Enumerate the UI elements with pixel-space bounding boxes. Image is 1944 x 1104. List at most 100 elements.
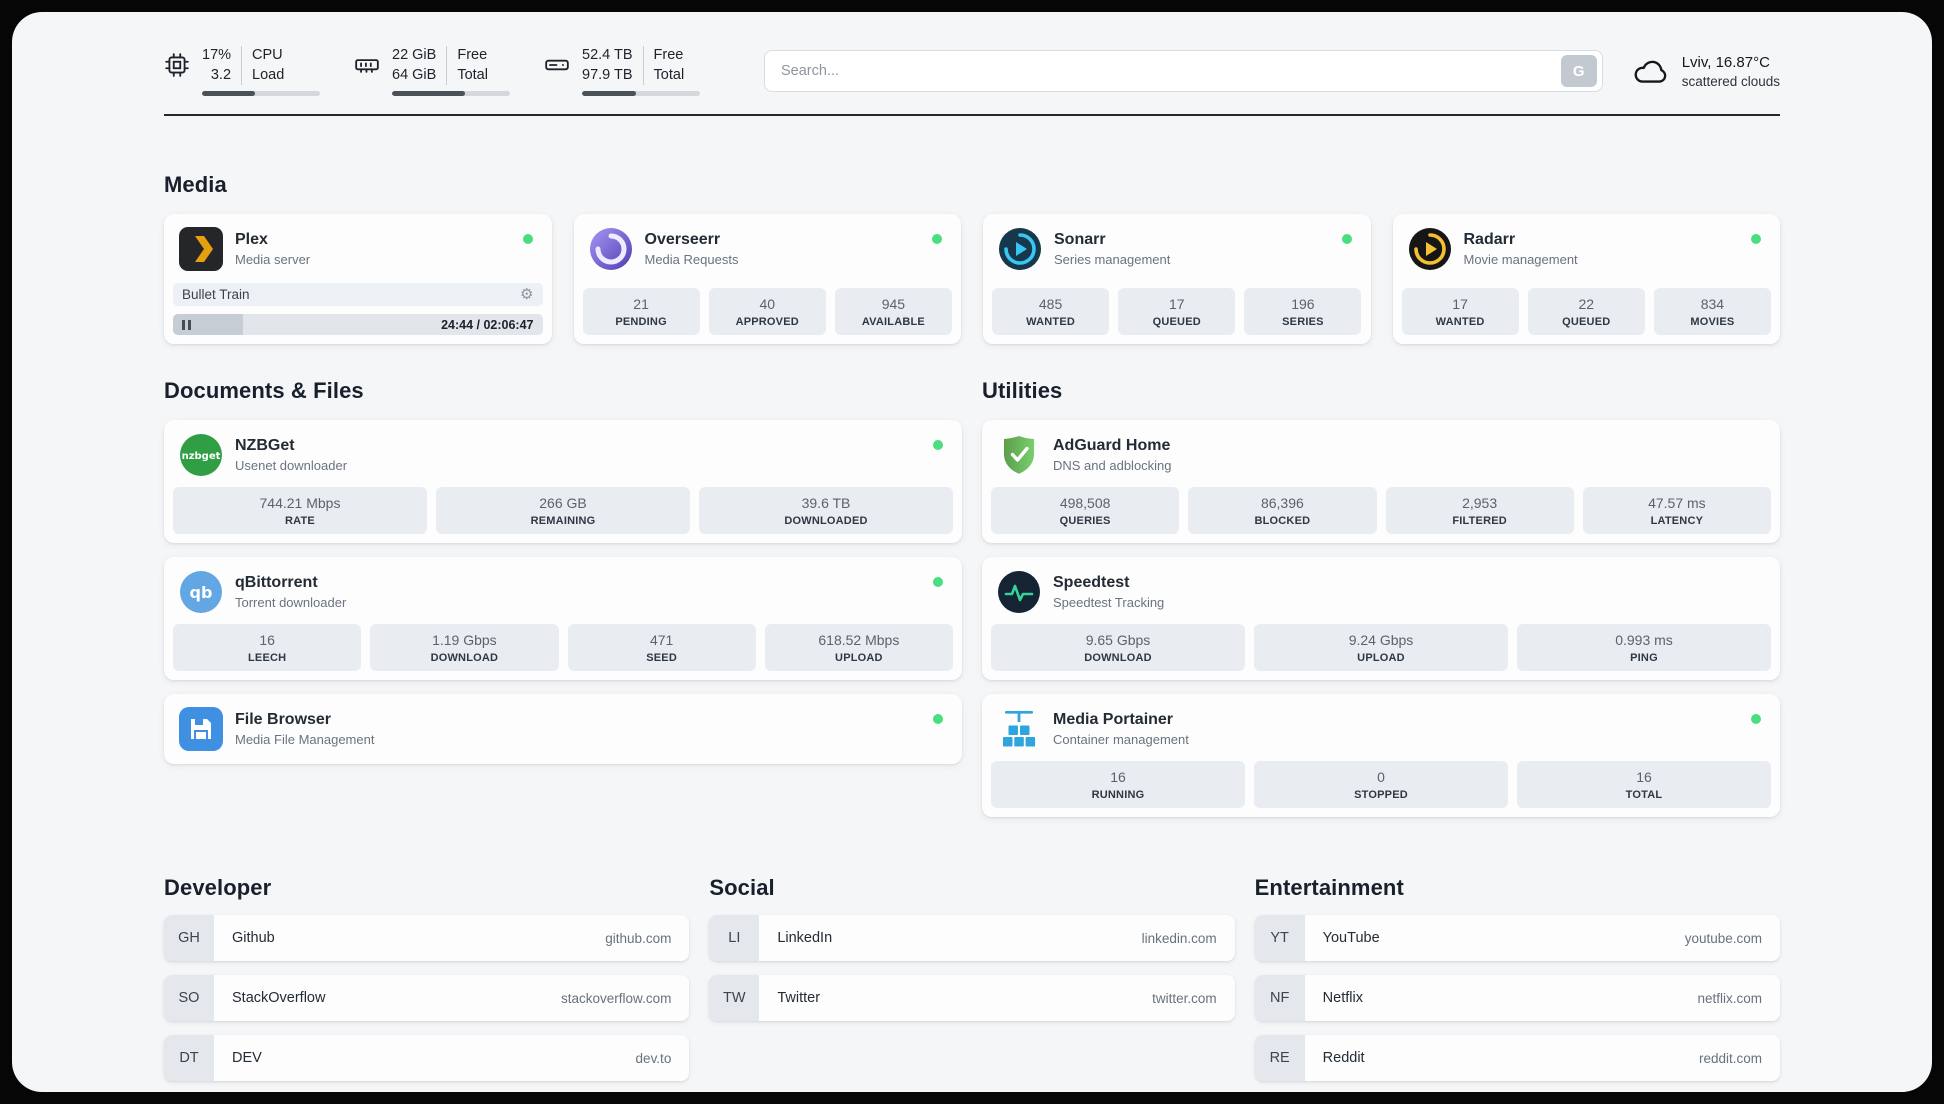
bookmark-abbr: RE bbox=[1254, 1035, 1305, 1081]
bookmark-stackoverflow[interactable]: SO StackOverflow stackoverflow.com bbox=[164, 975, 690, 1021]
filebrowser-icon bbox=[179, 707, 223, 751]
stat-label: DOWNLOADED bbox=[784, 515, 868, 527]
speedtest-icon bbox=[997, 570, 1041, 614]
bookmark-github[interactable]: GH Github github.com bbox=[164, 915, 690, 961]
stat-value: 834 bbox=[1700, 296, 1725, 312]
bookmark-abbr: TW bbox=[709, 975, 760, 1021]
status-dot bbox=[522, 234, 533, 244]
disk-total-label: Total bbox=[653, 67, 685, 83]
search-input[interactable] bbox=[781, 63, 1561, 79]
bookmark-reddit[interactable]: RE Reddit reddit.com bbox=[1254, 1035, 1780, 1081]
bookmark-linkedin[interactable]: LI LinkedIn linkedin.com bbox=[709, 915, 1235, 961]
service-card-nzbget[interactable]: nzbget NZBGet Usenet downloader 744.21 M… bbox=[164, 420, 962, 543]
stat-value: 47.57 ms bbox=[1648, 495, 1706, 511]
stat-label: UPLOAD bbox=[1357, 652, 1405, 664]
qbittorrent-icon: qb bbox=[179, 570, 223, 614]
service-stats: 744.21 Mbps RATE 266 GB REMAINING 39.6 T… bbox=[173, 487, 953, 534]
bookmark-url: dev.to bbox=[635, 1050, 672, 1066]
memory-icon bbox=[354, 52, 380, 78]
settings-icon[interactable]: ⚙ bbox=[520, 286, 534, 303]
service-name: Overseerr bbox=[644, 231, 721, 248]
service-name: AdGuard Home bbox=[1053, 437, 1171, 454]
service-header: File Browser Media File Management bbox=[173, 703, 953, 755]
stat-box: 196 SERIES bbox=[1244, 288, 1362, 335]
service-header: Plex Media server bbox=[173, 223, 543, 281]
disk-progress-bar bbox=[582, 91, 700, 96]
service-card-plex[interactable]: Plex Media server Bullet Train ⚙ 24:44 /… bbox=[164, 214, 552, 344]
bookmark-url: stackoverflow.com bbox=[561, 990, 672, 1006]
service-card-adguard[interactable]: AdGuard Home DNS and adblocking 498,508 … bbox=[982, 420, 1780, 543]
bookmark-abbr: YT bbox=[1254, 915, 1305, 961]
disk-free-value: 52.4 TB bbox=[582, 47, 633, 63]
stat-value: 744.21 Mbps bbox=[259, 495, 341, 511]
weather-location: Lviv, 16.87°C bbox=[1681, 53, 1770, 71]
stat-box: 266 GB REMAINING bbox=[436, 487, 690, 534]
playback-progress-fill bbox=[173, 314, 244, 335]
bookmark-name: YouTube bbox=[1322, 930, 1380, 946]
stat-label: UPLOAD bbox=[835, 652, 883, 664]
bookmark-name: StackOverflow bbox=[232, 990, 326, 1006]
stat-value: 21 bbox=[633, 296, 649, 312]
search-bar: G bbox=[764, 50, 1603, 92]
service-card-overseerr[interactable]: Overseerr Media Requests 21 PENDING 40 A… bbox=[573, 214, 961, 344]
bookmark-youtube[interactable]: YT YouTube youtube.com bbox=[1254, 915, 1780, 961]
nzbget-icon: nzbget bbox=[179, 433, 223, 477]
stat-box: 744.21 Mbps RATE bbox=[173, 487, 427, 534]
cpu-icon bbox=[164, 52, 190, 78]
service-name: NZBGet bbox=[235, 437, 295, 454]
stat-value: 16 bbox=[259, 632, 275, 648]
pause-button[interactable] bbox=[182, 319, 191, 330]
search-engine-button[interactable]: G bbox=[1560, 55, 1597, 87]
playback-progress-bar[interactable]: 24:44 / 02:06:47 bbox=[173, 314, 543, 335]
section-title-social: Social bbox=[709, 875, 775, 900]
service-description: Usenet downloader bbox=[235, 458, 348, 473]
service-description: Container management bbox=[1053, 732, 1189, 747]
stat-label: BLOCKED bbox=[1254, 515, 1311, 527]
header-divider bbox=[164, 114, 1780, 116]
cpu-progress-fill bbox=[202, 91, 256, 96]
stat-label: RUNNING bbox=[1091, 789, 1145, 801]
service-card-portainer[interactable]: Media Portainer Container management 16 … bbox=[982, 694, 1780, 817]
service-card-qbittorrent[interactable]: qb qBittorrent Torrent downloader 16 LEE… bbox=[164, 557, 962, 680]
stat-label: QUEUED bbox=[1152, 316, 1201, 328]
stat-box: 22 QUEUED bbox=[1527, 288, 1645, 335]
stat-box: 945 AVAILABLE bbox=[834, 288, 952, 335]
stat-value: 0 bbox=[1377, 769, 1385, 785]
status-dot bbox=[1751, 234, 1761, 244]
service-card-radarr[interactable]: Radarr Movie management 17 WANTED 22 QUE… bbox=[1392, 214, 1780, 344]
stat-label: QUEUED bbox=[1562, 316, 1611, 328]
service-card-filebrowser[interactable]: File Browser Media File Management bbox=[164, 694, 962, 764]
bookmark-group-entertainment: Entertainment YT YouTube youtube.com NF … bbox=[1254, 875, 1780, 1081]
service-header: AdGuard Home DNS and adblocking bbox=[991, 429, 1771, 487]
service-description: Speedtest Tracking bbox=[1053, 595, 1165, 610]
utilities-column: Utilities AdGuard Home bbox=[982, 378, 1780, 817]
service-name: qBittorrent bbox=[235, 574, 318, 591]
top-bar: 17% 3.2 CPU Load bbox=[164, 46, 1780, 96]
service-card-speedtest[interactable]: Speedtest Speedtest Tracking 9.65 Gbps D… bbox=[982, 557, 1780, 680]
service-description: Media File Management bbox=[235, 732, 375, 747]
stat-box: 9.24 Gbps UPLOAD bbox=[1254, 624, 1508, 671]
service-card-sonarr[interactable]: Sonarr Series management 485 WANTED 17 Q… bbox=[983, 214, 1371, 344]
service-description: Media server bbox=[235, 252, 311, 267]
cpu-load-label: Load bbox=[252, 67, 285, 83]
media-grid: Plex Media server Bullet Train ⚙ 24:44 /… bbox=[164, 214, 1780, 344]
service-description: Series management bbox=[1054, 252, 1171, 267]
bookmark-url: reddit.com bbox=[1698, 1050, 1762, 1066]
svg-text:nzbget: nzbget bbox=[182, 451, 221, 462]
bookmark-dev[interactable]: DT DEV dev.to bbox=[164, 1035, 690, 1081]
memory-free-value: 22 GiB bbox=[392, 47, 437, 63]
bookmark-netflix[interactable]: NF Netflix netflix.com bbox=[1254, 975, 1780, 1021]
stat-value: 0.993 ms bbox=[1615, 632, 1673, 648]
stat-box: 17 QUEUED bbox=[1118, 288, 1236, 335]
memory-progress-bar bbox=[392, 91, 510, 96]
stat-box: 485 WANTED bbox=[992, 288, 1110, 335]
status-dot bbox=[933, 440, 943, 450]
now-playing-row: Bullet Train ⚙ bbox=[173, 283, 543, 306]
stat-label: AVAILABLE bbox=[861, 316, 925, 328]
service-header: Sonarr Series management bbox=[992, 223, 1362, 281]
section-title-entertainment: Entertainment bbox=[1254, 875, 1404, 900]
stat-value: 39.6 TB bbox=[801, 495, 851, 511]
stat-box: 9.65 Gbps DOWNLOAD bbox=[991, 624, 1245, 671]
bookmark-twitter[interactable]: TW Twitter twitter.com bbox=[709, 975, 1235, 1021]
service-header: nzbget NZBGet Usenet downloader bbox=[173, 429, 953, 487]
